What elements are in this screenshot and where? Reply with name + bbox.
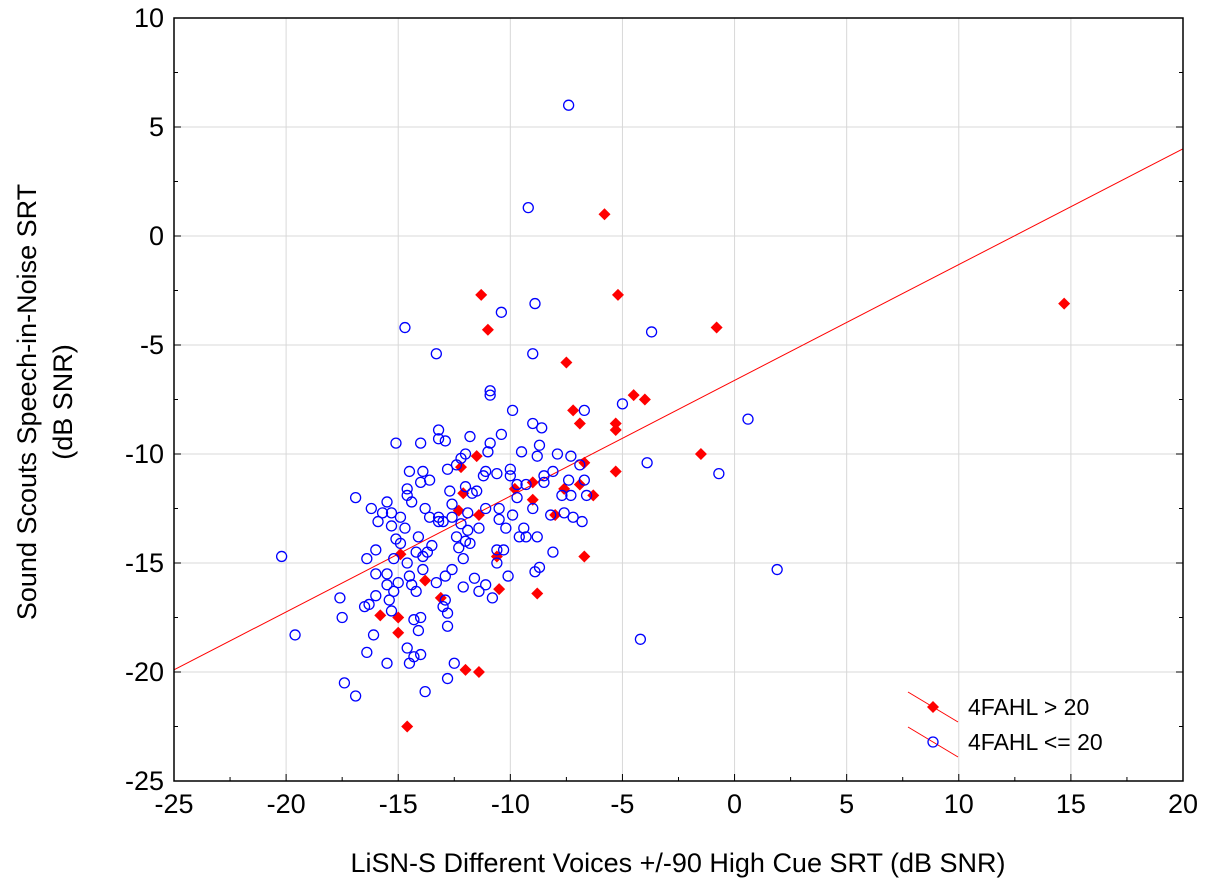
y-tick-label: 5 — [149, 112, 164, 142]
y-axis-title-line1: Sound Scouts Speech-in-Noise SRT — [12, 184, 42, 620]
x-axis-title: LiSN-S Different Voices +/-90 High Cue S… — [350, 848, 1005, 878]
x-tick-label: 20 — [1168, 789, 1198, 819]
x-tick-label: -20 — [267, 789, 306, 819]
legend-label-4fahl-le-20: 4FAHL <= 20 — [968, 729, 1103, 755]
x-tick-label: -5 — [610, 789, 634, 819]
y-tick-label: -10 — [125, 439, 164, 469]
x-tick-label: 0 — [727, 789, 742, 819]
x-tick-label: 10 — [944, 789, 974, 819]
legend-label-4fahl-gt-20: 4FAHL > 20 — [968, 694, 1089, 720]
x-tick-label: -15 — [379, 789, 418, 819]
y-tick-label: 0 — [149, 221, 164, 251]
y-axis-title-line2: (dB SNR) — [48, 344, 78, 460]
y-tick-label: 10 — [134, 3, 164, 33]
x-tick-label: 15 — [1056, 789, 1086, 819]
x-tick-label: 5 — [839, 789, 854, 819]
y-tick-label: -20 — [125, 657, 164, 687]
x-tick-label: -10 — [491, 789, 530, 819]
y-tick-label: -5 — [140, 330, 164, 360]
y-tick-label: -25 — [125, 766, 164, 796]
y-tick-label: -15 — [125, 548, 164, 578]
